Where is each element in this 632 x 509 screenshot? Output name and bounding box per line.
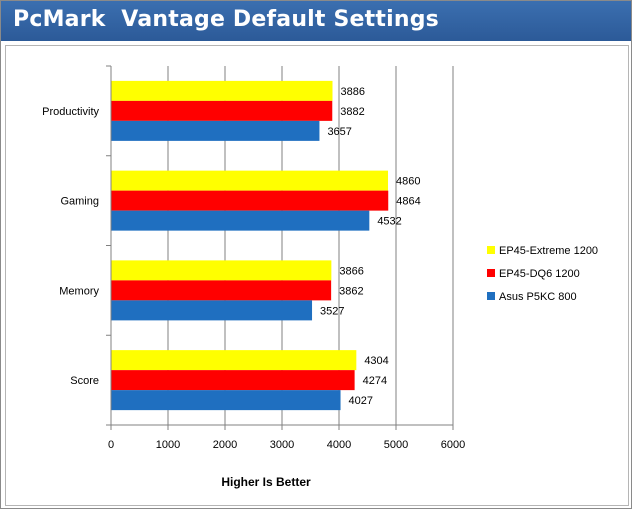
data-label: 3866 [339, 265, 363, 277]
data-label: 4274 [363, 375, 387, 387]
data-label: 4860 [396, 176, 420, 188]
data-label: 3862 [339, 285, 363, 297]
legend-label: EP45-DQ6 1200 [499, 268, 580, 280]
bar [111, 350, 357, 371]
data-label: 4027 [349, 395, 373, 407]
data-label: 4532 [377, 216, 401, 228]
x-tick-label: 3000 [270, 439, 294, 451]
axes [106, 65, 454, 430]
legend-label: EP45-Extreme 1200 [499, 245, 598, 257]
category-label: Memory [59, 285, 99, 297]
data-label: 3657 [327, 126, 351, 138]
legend-swatch [487, 246, 495, 254]
legend-swatch [487, 292, 495, 300]
bar [111, 210, 370, 231]
bar [111, 370, 355, 391]
bars [111, 80, 389, 411]
data-label: 4864 [396, 196, 420, 208]
bar [111, 190, 389, 211]
title-bar: PcMark Vantage Default Settings [1, 1, 631, 41]
legend-label: Asus P5KC 800 [499, 291, 577, 303]
chart-title: PcMark Vantage Default Settings [13, 7, 439, 32]
bar [111, 390, 341, 411]
category-label: Productivity [42, 106, 99, 118]
data-label: 3882 [340, 106, 364, 118]
x-tick-label: 6000 [441, 439, 465, 451]
x-axis-label: Higher Is Better [221, 475, 311, 489]
bar [111, 100, 333, 121]
x-tick-label: 1000 [156, 439, 180, 451]
data-label: 3886 [341, 86, 365, 98]
bar [111, 280, 332, 301]
labels: 3886 3882 3657 Productivity 4860 4864 4532 Gami… [42, 86, 465, 489]
legend-swatch [487, 269, 495, 277]
category-label: Gaming [60, 196, 99, 208]
x-tick-label: 5000 [384, 439, 408, 451]
x-tick-label: 0 [108, 439, 114, 451]
data-label: 3527 [320, 305, 344, 317]
x-tick-label: 2000 [213, 439, 237, 451]
data-label: 4304 [364, 355, 388, 367]
legend: EP45-Extreme 1200 EP45-DQ6 1200 Asus P5KC … [487, 245, 598, 303]
bar [111, 80, 333, 101]
bar [111, 170, 389, 191]
bar [111, 300, 313, 321]
bar [111, 120, 320, 141]
bar [111, 260, 332, 281]
category-label: Score [70, 375, 99, 387]
x-tick-label: 4000 [327, 439, 351, 451]
